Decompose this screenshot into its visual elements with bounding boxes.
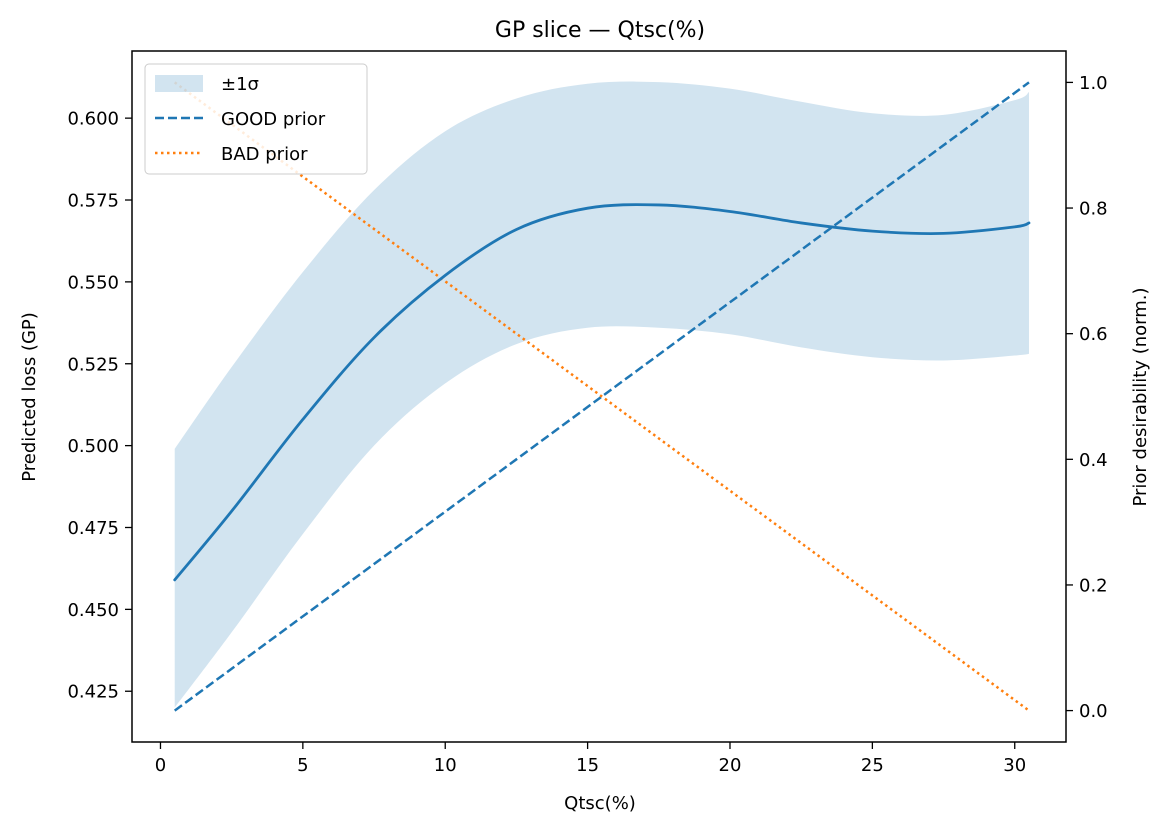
legend: ±1σ GOOD prior BAD prior bbox=[144, 63, 368, 175]
gp-mean-line bbox=[173, 203, 1031, 582]
x-tick-label: 20 bbox=[719, 755, 742, 776]
good-prior-line bbox=[173, 81, 1030, 712]
x-tick-label: 25 bbox=[861, 755, 884, 776]
y2-tick-label: 0.0 bbox=[1079, 701, 1108, 722]
legend-label-bad-prior: BAD prior bbox=[221, 144, 308, 165]
y-tick-label: 0.525 bbox=[67, 354, 119, 375]
y-tick-label: 0.475 bbox=[67, 518, 119, 539]
y2-tick-label: 0.8 bbox=[1079, 199, 1108, 220]
y-tick-label: 0.600 bbox=[67, 109, 119, 130]
legend-label-good-prior: GOOD prior bbox=[221, 109, 326, 130]
y-tick-label: 0.550 bbox=[67, 272, 119, 293]
y2-tick-label: 0.2 bbox=[1079, 575, 1108, 596]
x-tick-label: 5 bbox=[297, 755, 308, 776]
y2-tick-label: 1.0 bbox=[1079, 73, 1108, 94]
x-tick-label: 0 bbox=[155, 755, 166, 776]
y-axis-label: Predicted loss (GP) bbox=[19, 312, 40, 482]
x-axis: 0 5 10 15 20 25 30 bbox=[155, 742, 1026, 776]
series-line-layer bbox=[173, 81, 1031, 712]
right-y-axis: 0.0 0.2 0.4 0.6 0.8 1.0 bbox=[1066, 73, 1108, 722]
legend-band-swatch bbox=[155, 75, 203, 92]
y-tick-label: 0.425 bbox=[67, 682, 119, 703]
x-tick-label: 10 bbox=[434, 755, 457, 776]
y-tick-label: 0.500 bbox=[67, 436, 119, 457]
y-tick-label: 0.450 bbox=[67, 600, 119, 621]
chart-title: GP slice — Qtsc(%) bbox=[495, 18, 705, 43]
legend-box bbox=[144, 63, 368, 175]
plot-frame bbox=[131, 50, 1067, 743]
left-y-axis: 0.425 0.450 0.475 0.500 0.525 0.550 0.575 0.600 bbox=[67, 109, 132, 703]
bad-prior-line bbox=[173, 81, 1030, 712]
y-tick-label: 0.575 bbox=[67, 191, 119, 212]
x-tick-label: 30 bbox=[1003, 755, 1026, 776]
x-axis-label: Qtsc(%) bbox=[564, 793, 636, 814]
y2-tick-label: 0.4 bbox=[1079, 450, 1108, 471]
legend-label-band: ±1σ bbox=[221, 74, 259, 95]
right-y-axis-label: Prior desirability (norm.) bbox=[1130, 287, 1151, 506]
y2-tick-label: 0.6 bbox=[1079, 324, 1108, 345]
x-tick-label: 15 bbox=[576, 755, 599, 776]
